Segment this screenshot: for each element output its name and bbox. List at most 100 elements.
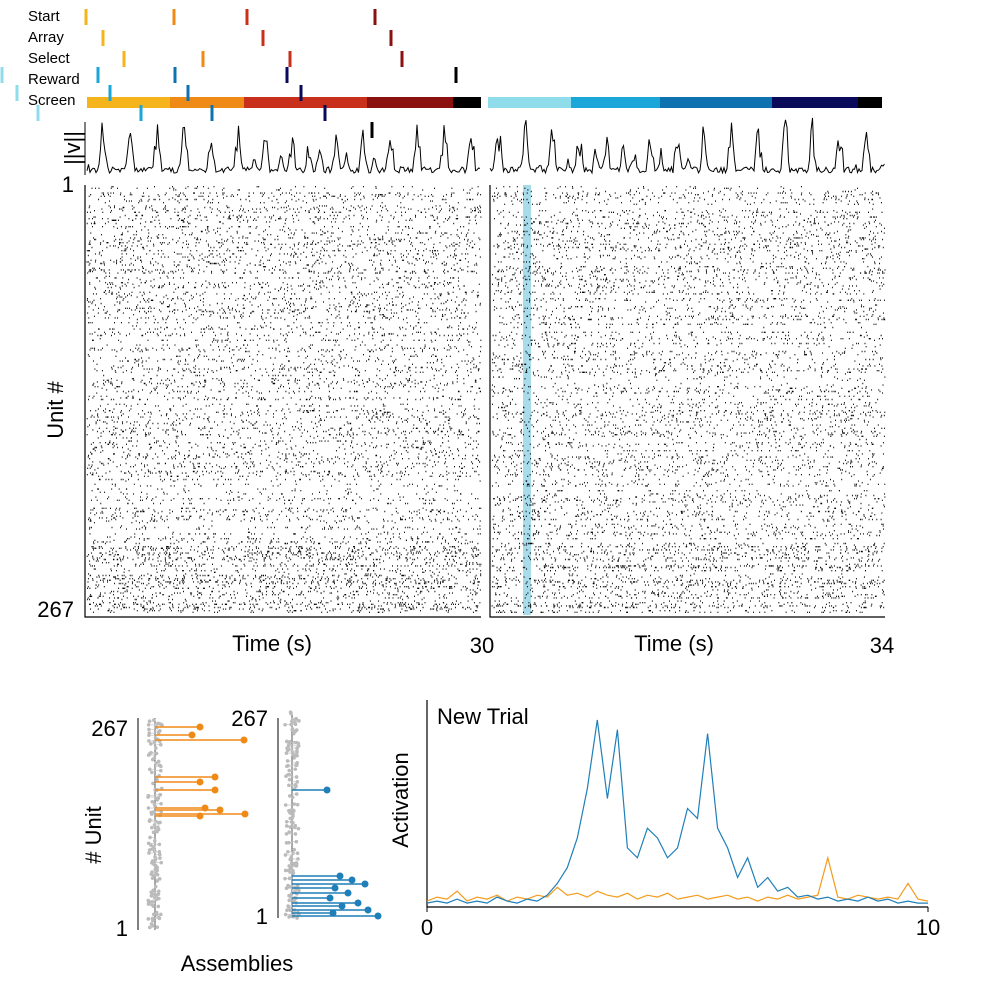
dot — [285, 759, 290, 763]
dot — [336, 872, 344, 880]
y-tick-label: 267 — [37, 597, 74, 622]
dot — [146, 795, 150, 799]
dot — [285, 908, 289, 913]
dot — [146, 722, 151, 727]
dot — [294, 763, 299, 767]
y-axis-label: Activation — [388, 752, 413, 847]
dot — [295, 851, 300, 856]
dot — [290, 816, 295, 820]
screen-bars — [87, 97, 882, 108]
dot — [151, 781, 155, 786]
dot — [289, 722, 293, 727]
dot — [292, 756, 296, 760]
dot — [151, 912, 156, 917]
dot — [156, 827, 161, 832]
phase — [367, 97, 453, 108]
dot — [288, 914, 293, 918]
dot — [284, 832, 289, 836]
dot — [287, 830, 291, 834]
dot — [158, 856, 162, 860]
dot — [295, 802, 300, 807]
phase — [772, 97, 858, 108]
dot — [295, 746, 299, 750]
dot — [149, 843, 153, 847]
axis — [84, 185, 885, 618]
dot — [285, 764, 289, 769]
phase — [170, 97, 244, 108]
dot — [287, 740, 292, 744]
dot — [292, 808, 296, 813]
dot — [290, 795, 295, 800]
dot — [323, 786, 331, 794]
dot — [156, 759, 161, 764]
dot — [151, 904, 155, 908]
dot — [147, 739, 151, 743]
dot — [152, 718, 156, 722]
dot — [294, 839, 299, 844]
dot — [289, 895, 293, 899]
event-label: Select — [28, 50, 71, 67]
dot — [152, 756, 157, 760]
y-tick-label: 1 — [116, 916, 128, 941]
dot — [156, 904, 161, 909]
dot — [156, 821, 161, 825]
dot — [288, 908, 293, 913]
chart-title: New Trial — [437, 704, 529, 729]
dot — [196, 723, 204, 731]
dot — [338, 902, 346, 910]
dot — [284, 751, 289, 755]
dot — [292, 731, 296, 736]
dot — [295, 749, 299, 753]
raster — [86, 186, 482, 613]
dot — [148, 925, 152, 930]
dot — [292, 899, 297, 903]
raster — [491, 186, 886, 613]
dot — [288, 870, 292, 874]
highlight-band — [523, 185, 531, 615]
activation-chart: New Trial Activation 0 10 — [388, 700, 940, 940]
dot — [293, 783, 298, 787]
dot — [293, 767, 298, 771]
dot — [188, 731, 196, 739]
dot — [157, 896, 161, 901]
dot — [211, 773, 219, 781]
dot — [146, 901, 151, 906]
dot — [155, 925, 160, 929]
dot — [151, 873, 156, 878]
dot — [146, 917, 151, 921]
event-label: Array — [28, 29, 64, 46]
phase — [87, 97, 170, 108]
dot — [296, 857, 300, 861]
dot — [283, 803, 288, 807]
dot — [289, 861, 294, 865]
x-tick-label: 30 — [470, 633, 494, 658]
series-line — [426, 719, 928, 904]
y-tick-label: 1 — [62, 172, 74, 197]
dot — [240, 736, 248, 744]
dot — [159, 912, 163, 917]
axis — [426, 700, 928, 908]
dot — [354, 899, 362, 907]
x-tick-label: 0 — [421, 915, 433, 940]
phase — [488, 97, 571, 108]
dot — [157, 916, 162, 921]
dot — [152, 823, 157, 827]
dot — [157, 852, 162, 857]
dot — [285, 746, 289, 750]
dot — [287, 808, 291, 813]
dot — [296, 826, 301, 831]
dot — [157, 850, 162, 854]
dot — [291, 811, 295, 816]
dot — [295, 884, 300, 888]
dot — [361, 880, 369, 888]
event-label: Start — [28, 8, 61, 25]
dot — [293, 832, 298, 836]
x-axis-label: Time (s) — [232, 631, 312, 656]
dot — [284, 819, 289, 824]
dot — [147, 727, 151, 732]
dot — [297, 888, 301, 893]
dot — [149, 894, 154, 898]
dot — [156, 730, 161, 735]
dot — [154, 751, 159, 756]
dot — [348, 876, 356, 884]
